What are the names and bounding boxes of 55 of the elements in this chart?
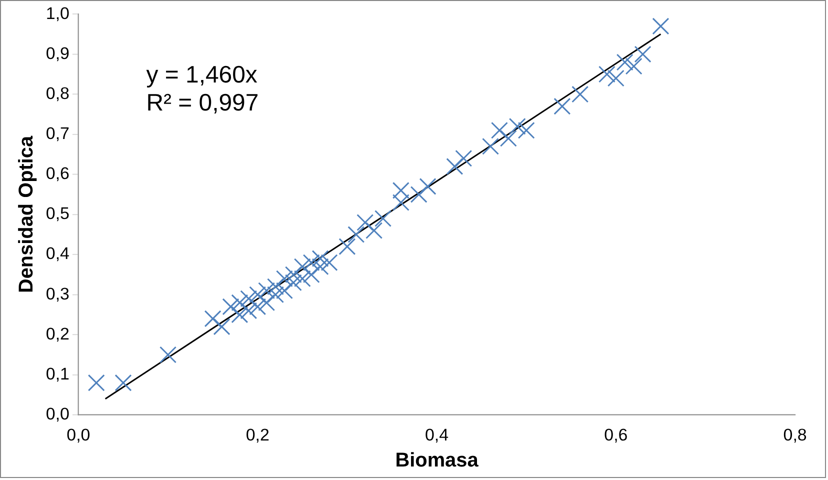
point <box>410 186 428 203</box>
point <box>419 178 436 195</box>
point <box>500 130 517 147</box>
x-tick-label: 0,8 <box>783 426 807 445</box>
point <box>598 66 616 83</box>
annotation: y = 1,460x <box>146 62 258 88</box>
point <box>213 318 230 336</box>
point <box>374 210 392 228</box>
point <box>338 238 356 256</box>
y-axis-title: Densidad Optica <box>15 135 38 294</box>
point <box>348 226 365 244</box>
y-tick-label: 0,1 <box>46 364 70 384</box>
point <box>88 374 105 392</box>
y-tick-label: 0,7 <box>46 124 70 144</box>
point <box>625 58 642 75</box>
point <box>490 122 508 139</box>
point <box>312 258 329 276</box>
x-tick-label: 0,6 <box>604 426 628 445</box>
point <box>312 250 329 268</box>
point <box>616 54 634 71</box>
point <box>114 374 132 392</box>
point <box>356 214 374 232</box>
x-tick-label: 0,4 <box>424 426 449 445</box>
point <box>607 70 624 87</box>
point <box>572 86 589 103</box>
x-tick-label: 0,0 <box>66 426 90 445</box>
x-tick-label: 0,2 <box>246 426 270 445</box>
point <box>634 46 652 63</box>
point <box>652 18 670 35</box>
point <box>554 98 571 115</box>
point <box>455 150 472 167</box>
y-tick-label: 0,9 <box>46 44 70 63</box>
annotation: R² = 0,997 <box>146 89 259 116</box>
point <box>446 158 464 175</box>
y-tick-label: 0,4 <box>46 244 70 264</box>
point <box>508 118 526 135</box>
point <box>320 254 338 272</box>
y-tick-label: 0,8 <box>46 84 70 103</box>
point <box>284 274 302 292</box>
point <box>482 138 500 155</box>
point <box>267 278 284 296</box>
point <box>222 298 240 316</box>
point <box>284 266 302 284</box>
x-axis-title: Biomasa <box>395 450 480 472</box>
point <box>160 346 177 364</box>
y-tick-label: 0,0 <box>46 404 70 424</box>
point <box>204 310 222 328</box>
y-tick-label: 0,2 <box>46 324 70 344</box>
y-tick-label: 0,6 <box>46 164 70 184</box>
point <box>518 122 535 139</box>
y-tick-label: 0,5 <box>46 204 70 224</box>
point <box>366 222 383 240</box>
point <box>267 286 284 304</box>
y-tick-label: 1,0 <box>46 4 70 23</box>
y-tick-label: 0,3 <box>46 284 70 304</box>
